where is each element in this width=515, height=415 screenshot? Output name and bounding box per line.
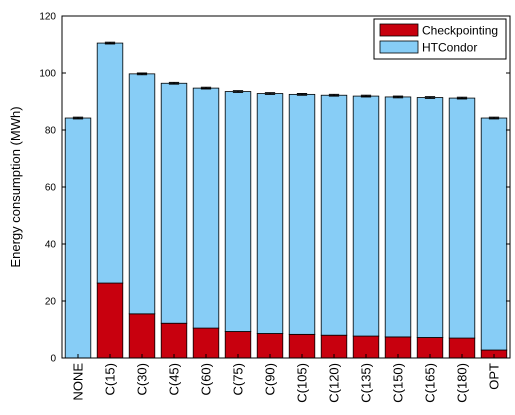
error-bar-3	[168, 81, 180, 85]
bar-htcondor-0	[64, 117, 92, 359]
bar-htcondor-2	[128, 73, 156, 315]
legend-swatch-checkpointing	[379, 23, 419, 37]
y-tick-label: 100	[39, 69, 56, 80]
x-tick-label: NONE	[71, 363, 86, 401]
error-bars-layer	[72, 41, 500, 120]
x-tick-label: C(135)	[359, 363, 374, 403]
bar-checkpointing-1	[96, 282, 124, 359]
error-bar-7	[296, 93, 308, 96]
bar-htcondor-4	[192, 87, 220, 329]
x-tick-label: C(150)	[391, 363, 406, 403]
y-tick-label: 120	[39, 12, 56, 23]
y-tick-label: 40	[45, 240, 57, 251]
legend: Checkpointing HTCondor	[373, 18, 507, 60]
bar-checkpointing-3	[160, 322, 188, 359]
error-bar-6	[264, 92, 276, 95]
x-tick-label: C(105)	[295, 363, 310, 403]
error-bar-9	[360, 94, 372, 98]
y-tick-label: 0	[50, 354, 56, 365]
x-tick-label: C(15)	[103, 363, 118, 396]
error-bar-12	[456, 96, 468, 100]
bar-checkpointing-5	[224, 331, 252, 359]
error-bar-11	[424, 96, 436, 99]
bar-htcondor-3	[160, 82, 188, 324]
y-tick-label: 60	[45, 183, 57, 194]
bar-htcondor-10	[384, 96, 412, 338]
x-tick-label: C(180)	[455, 363, 470, 403]
bar-htcondor-6	[256, 93, 284, 334]
bar-htcondor-1	[96, 42, 124, 284]
bar-htcondor-8	[320, 94, 348, 336]
x-tick-label: C(120)	[327, 363, 342, 403]
legend-label-checkpointing: Checkpointing	[422, 24, 498, 38]
bar-htcondor-7	[288, 93, 316, 335]
x-tick-label: C(75)	[231, 363, 246, 396]
y-ticks-layer: 0 20 40 60 80 100 120	[39, 12, 510, 365]
bar-htcondor-12	[448, 97, 476, 339]
error-bar-8	[328, 93, 340, 97]
error-bar-13	[488, 116, 500, 120]
x-tick-label: C(165)	[423, 363, 438, 403]
error-bar-10	[392, 95, 404, 99]
bar-checkpointing-6	[256, 333, 284, 359]
bar-checkpointing-4	[192, 327, 220, 359]
bar-htcondor-13	[480, 117, 508, 351]
error-bar-4	[200, 86, 212, 90]
bar-checkpointing-2	[128, 313, 156, 359]
error-bar-2	[136, 72, 148, 76]
error-bar-5	[232, 90, 244, 93]
bars-layer	[64, 42, 508, 359]
bar-htcondor-11	[416, 97, 444, 338]
x-tick-label: C(30)	[135, 363, 150, 396]
x-tick-label: C(90)	[263, 363, 278, 396]
bar-htcondor-5	[224, 91, 252, 332]
x-tick-label: OPT	[487, 363, 502, 390]
legend-label-htcondor: HTCondor	[422, 41, 477, 55]
bar-htcondor-9	[352, 95, 380, 337]
error-bar-0	[72, 116, 84, 120]
y-tick-label: 80	[45, 126, 57, 137]
x-tick-label: C(45)	[167, 363, 182, 396]
y-tick-label: 20	[45, 297, 57, 308]
legend-swatch-htcondor	[379, 40, 419, 54]
error-bar-1	[104, 41, 116, 45]
y-axis-title: Energy consumption (MWh)	[8, 106, 23, 267]
x-ticks-layer: NONE C(15) C(30) C(45) C(60) C(75) C(90) C(105)…	[71, 354, 502, 403]
x-tick-label: C(60)	[199, 363, 214, 396]
